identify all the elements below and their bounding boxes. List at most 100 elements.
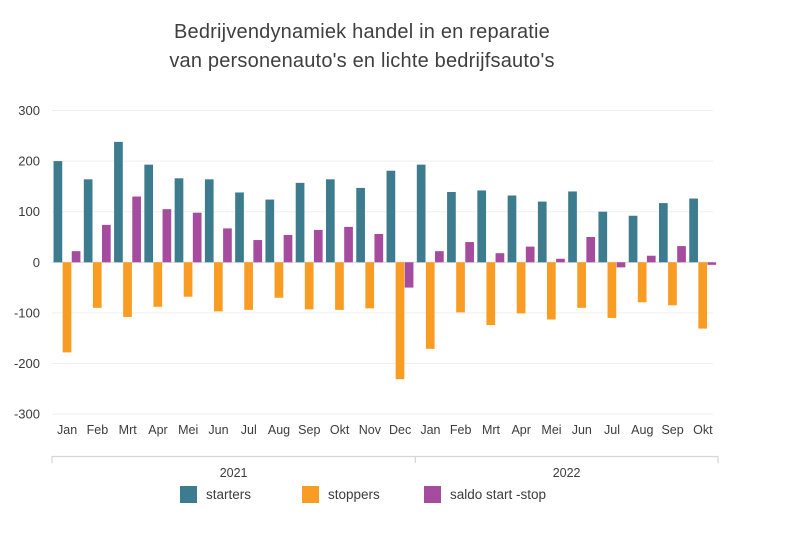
bar-starters-Feb-2021 — [83, 179, 93, 263]
y-tick-label-300: 300 — [18, 103, 40, 118]
bar-stoppers-Mrt-2021 — [123, 262, 132, 317]
legend-item-starters: starters — [180, 486, 251, 503]
bar-stoppers-Nov-2021 — [365, 262, 375, 309]
x-tick-label-Mei-2022: Mei — [541, 423, 561, 437]
bar-saldo-Sep-2022 — [677, 246, 686, 263]
bar-stoppers-Mei-2021 — [183, 262, 193, 297]
bar-starters-Mrt-2022 — [477, 190, 487, 263]
bar-starters-Sep-2022 — [658, 203, 668, 263]
x-tick-label-Apr-2021: Apr — [148, 423, 167, 437]
legend-swatch-saldo — [424, 486, 441, 503]
bar-stoppers-Aug-2022 — [637, 262, 647, 303]
y-tick-label--200: -200 — [14, 356, 40, 371]
bar-starters-Aug-2022 — [628, 215, 638, 263]
bar-stoppers-Feb-2022 — [456, 262, 465, 313]
x-tick-label-Okt-2021: Okt — [330, 423, 350, 437]
bar-stoppers-Jan-2021 — [62, 262, 72, 353]
bar-saldo-Jan-2021 — [71, 251, 81, 263]
y-tick-label--100: -100 — [14, 305, 40, 320]
bar-starters-Mei-2022 — [537, 201, 547, 263]
bar-stoppers-Dec-2021 — [395, 262, 405, 380]
bar-starters-Jul-2021 — [235, 192, 244, 263]
bar-saldo-Jun-2022 — [586, 237, 596, 263]
bar-saldo-Jan-2022 — [435, 251, 444, 263]
bar-stoppers-Apr-2021 — [153, 262, 163, 307]
bar-starters-Jan-2022 — [416, 164, 426, 263]
x-tick-label-Jan-2022: Jan — [420, 423, 440, 437]
legend-item-saldo: saldo start -stop — [424, 486, 546, 503]
bar-stoppers-Mrt-2022 — [486, 262, 496, 326]
x-tick-label-Sep-2022: Sep — [661, 423, 683, 437]
bar-saldo-Apr-2022 — [525, 246, 535, 263]
x-tick-label-Jan-2021: Jan — [57, 423, 77, 437]
bar-starters-Okt-2022 — [689, 198, 698, 263]
x-tick-label-Dec-2021: Dec — [389, 423, 411, 437]
bar-starters-Apr-2022 — [507, 195, 517, 263]
bar-saldo-Dec-2021 — [404, 262, 414, 288]
bar-stoppers-Feb-2021 — [92, 262, 102, 308]
x-tick-label-Mei-2021: Mei — [178, 423, 198, 437]
x-tick-label-Jul-2022: Jul — [604, 423, 620, 437]
y-tick-label-200: 200 — [18, 154, 40, 169]
bar-stoppers-Mei-2022 — [547, 262, 556, 320]
x-tick-label-Jun-2022: Jun — [572, 423, 592, 437]
bar-starters-Apr-2021 — [144, 164, 154, 263]
legend-label-stoppers: stoppers — [328, 487, 380, 502]
legend-label-starters: starters — [206, 487, 252, 502]
bar-starters-Mei-2021 — [174, 178, 184, 263]
plot-area: 300 200 100 0 -100 -200 -300 Jan Feb Mrt Apr Mei Jun… — [14, 103, 719, 480]
x-tick-label-Okt-2022: Okt — [693, 423, 713, 437]
y-tick-label--300: -300 — [14, 407, 40, 422]
legend-label-saldo: saldo start -stop — [450, 487, 547, 502]
x-tick-label-Apr-2022: Apr — [511, 423, 530, 437]
year-label-2021: 2021 — [220, 466, 248, 480]
bar-starters-Okt-2021 — [325, 179, 335, 263]
y-tick-label-100: 100 — [18, 204, 40, 219]
year-axis-bracket — [51, 455, 719, 463]
bar-starters-Mrt-2021 — [114, 141, 123, 263]
bar-stoppers-Jun-2021 — [214, 262, 223, 312]
bar-starters-Dec-2021 — [386, 170, 396, 263]
x-tick-label-Jul-2021: Jul — [241, 423, 257, 437]
bar-stoppers-Aug-2021 — [274, 262, 284, 298]
bar-starters-Aug-2021 — [265, 199, 275, 263]
bar-starters-Jun-2022 — [568, 191, 577, 263]
legend-swatch-stoppers — [302, 486, 319, 503]
bar-saldo-Mei-2022 — [556, 258, 565, 263]
bar-saldo-Mrt-2021 — [132, 196, 141, 263]
bar-starters-Feb-2022 — [447, 191, 456, 263]
legend: starters stoppers saldo start -stop — [0, 486, 801, 510]
bar-starters-Sep-2021 — [295, 182, 305, 263]
bar-saldo-Apr-2021 — [162, 209, 172, 263]
x-tick-label-Aug-2022: Aug — [631, 423, 653, 437]
bar-saldo-Feb-2021 — [102, 224, 111, 263]
bar-stoppers-Jul-2021 — [244, 262, 253, 310]
bar-starters-Nov-2021 — [356, 187, 365, 263]
bar-saldo-Nov-2021 — [374, 233, 384, 263]
bar-saldo-Jun-2021 — [223, 228, 232, 263]
y-tick-label-0: 0 — [33, 255, 40, 270]
bar-stoppers-Jan-2022 — [425, 262, 435, 349]
x-tick-label-Sep-2021: Sep — [298, 423, 320, 437]
bar-stoppers-Sep-2021 — [304, 262, 314, 310]
x-tick-label-Feb-2022: Feb — [450, 423, 472, 437]
bar-saldo-Aug-2022 — [646, 255, 656, 263]
x-tick-label-Mrt-2022: Mrt — [482, 423, 501, 437]
year-label-2022: 2022 — [553, 466, 581, 480]
bar-saldo-Feb-2022 — [465, 242, 474, 263]
bar-starters-Jun-2021 — [204, 179, 214, 263]
bar-starters-Jul-2022 — [598, 211, 608, 263]
x-tick-label-Jun-2021: Jun — [208, 423, 228, 437]
bar-saldo-Okt-2022 — [707, 262, 717, 265]
bar-stoppers-Sep-2022 — [668, 262, 677, 306]
chart-title-line-1: Bedrijvendynamiek handel in en reparatie — [173, 21, 550, 43]
bar-stoppers-Okt-2021 — [335, 262, 344, 310]
bar-saldo-Okt-2021 — [344, 226, 353, 263]
bar-saldo-Jul-2022 — [616, 262, 626, 268]
x-tick-label-Mrt-2021: Mrt — [119, 423, 138, 437]
chart-title: Bedrijvendynamiek handel in en reparatie… — [0, 18, 724, 76]
bar-saldo-Mrt-2022 — [495, 253, 505, 263]
bar-saldo-Jul-2021 — [253, 240, 263, 263]
legend-swatch-starters — [180, 486, 197, 503]
